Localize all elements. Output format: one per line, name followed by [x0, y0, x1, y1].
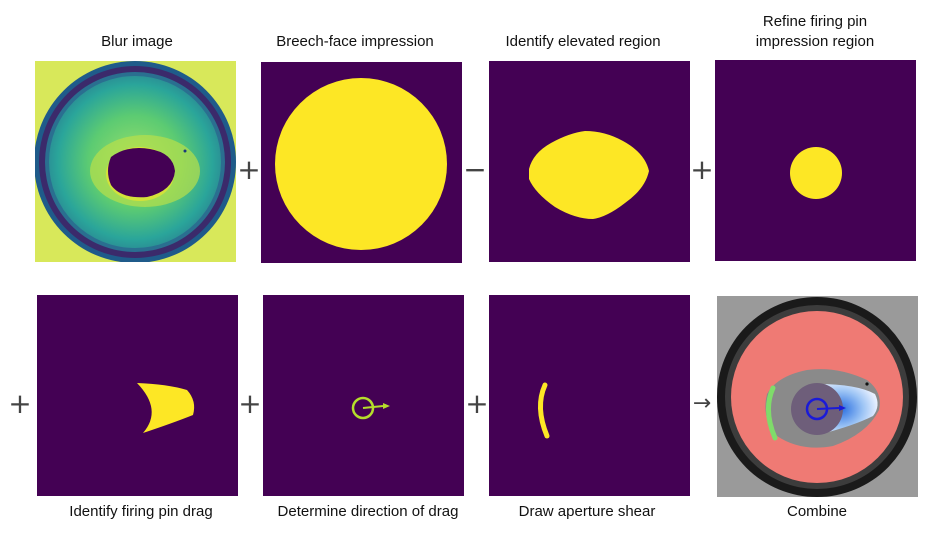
label-aperture-shear: Draw aperture shear: [518, 503, 656, 520]
plus-operator-4: +: [238, 387, 262, 420]
label-drag-direction: Determine direction of drag: [277, 503, 459, 520]
label-combine: Combine: [786, 503, 848, 520]
panel-firing-pin-drag: [37, 295, 238, 496]
label-elevated-region: Identify elevated region: [505, 33, 661, 50]
panel-aperture-shear: [489, 295, 690, 496]
panel-elevated-region: [489, 61, 690, 262]
combined-overlay-graphic: [717, 296, 918, 497]
plus-operator-2: +: [690, 153, 714, 186]
panel-blur-image: [35, 61, 236, 262]
arrow-operator: →: [692, 391, 712, 416]
panel-drag-direction: [263, 295, 464, 496]
label-blur-image: Blur image: [101, 33, 173, 50]
plus-operator-1: +: [237, 153, 261, 186]
elevated-region-mask-graphic: [489, 61, 690, 262]
breech-face-mask-graphic: [261, 62, 462, 263]
label-breech-face: Breech-face impression: [276, 33, 434, 50]
panel-breech-face: [261, 62, 462, 263]
label-refine-firing-pin: Refine firing pin impression region: [755, 13, 875, 50]
panel-combine: [717, 296, 918, 497]
plus-operator-3: +: [8, 387, 32, 420]
plus-operator-5: +: [465, 387, 489, 420]
blur-image-graphic: [35, 61, 236, 262]
label-firing-pin-drag: Identify firing pin drag: [69, 503, 213, 520]
minus-operator: −: [463, 153, 487, 186]
firing-pin-mask-graphic: [715, 60, 916, 261]
aperture-shear-graphic: [489, 295, 690, 496]
firing-pin-drag-mask-graphic: [37, 295, 238, 496]
drag-direction-graphic: [263, 295, 464, 496]
panel-firing-pin: [715, 60, 916, 261]
